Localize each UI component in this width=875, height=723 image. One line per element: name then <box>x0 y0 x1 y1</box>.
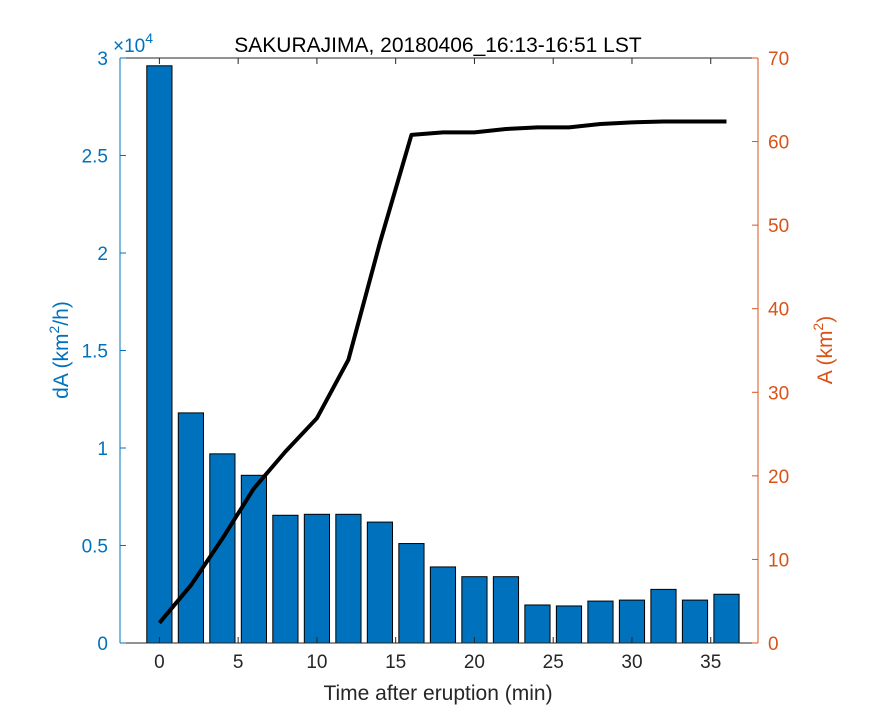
x-axis-label: Time after eruption (min) <box>323 682 552 705</box>
bar-8 <box>398 543 425 644</box>
left-axis-label-suffix: /h) <box>50 301 73 326</box>
x-tick-label-3: 15 <box>385 652 406 673</box>
right-axis-label-sup: 2 <box>810 323 826 331</box>
bar-14 <box>587 600 614 644</box>
bar-12 <box>524 604 551 644</box>
bar-9 <box>429 566 457 644</box>
right-tick-label-1: 10 <box>768 550 789 571</box>
x-tick-label-6: 30 <box>621 652 642 673</box>
bar-15 <box>618 599 646 644</box>
left-tick-label-2: 1 <box>97 439 108 460</box>
right-axis-label-suffix: ) <box>814 316 837 323</box>
bar-10 <box>461 576 488 644</box>
exponent-base: ×10 <box>113 36 145 57</box>
bar-6 <box>335 513 362 644</box>
bar-17 <box>681 599 709 644</box>
bar-18 <box>713 593 740 644</box>
chart-title: SAKURAJIMA, 20180406_16:13-16:51 LST <box>234 34 642 57</box>
bar-16 <box>650 588 677 644</box>
left-tick-label-1: 0.5 <box>82 537 108 558</box>
x-axis-ticks: 0 5 10 15 20 25 30 35 <box>154 58 721 673</box>
right-tick-label-0: 0 <box>768 634 779 655</box>
right-tick-label-5: 50 <box>768 216 789 237</box>
left-axis-ticks: 0 0.5 1 1.5 2 2.5 3 <box>82 49 126 655</box>
right-tick-label-3: 30 <box>768 383 789 404</box>
left-axis-label-prefix: dA (km <box>50 333 73 398</box>
left-axis-exponent: ×104 <box>113 30 153 57</box>
exponent-power: 4 <box>145 30 153 46</box>
left-tick-label-5: 2.5 <box>82 147 108 168</box>
bar-7 <box>366 521 394 644</box>
x-tick-label-7: 35 <box>700 652 721 673</box>
left-tick-label-3: 1.5 <box>82 342 108 363</box>
bar-5 <box>303 513 331 644</box>
bar-0 <box>146 65 173 644</box>
x-tick-label-5: 25 <box>543 652 564 673</box>
left-tick-label-0: 0 <box>97 634 108 655</box>
right-tick-label-7: 70 <box>768 49 789 70</box>
left-axis-label-sup: 2 <box>46 325 62 333</box>
right-tick-label-2: 20 <box>768 467 789 488</box>
right-axis-ticks: 0 10 20 30 40 50 60 70 <box>752 49 789 655</box>
x-tick-label-0: 0 <box>154 652 165 673</box>
bar-1 <box>177 412 204 644</box>
bar-11 <box>492 576 520 644</box>
x-tick-label-4: 20 <box>464 652 485 673</box>
x-tick-label-2: 10 <box>306 652 327 673</box>
right-tick-label-6: 60 <box>768 133 789 154</box>
bar-13 <box>555 605 583 644</box>
bar-group <box>146 65 740 644</box>
x-tick-label-1: 5 <box>233 652 244 673</box>
right-axis-label-prefix: A (km <box>814 331 837 385</box>
left-axis-label: dA (km2/h) <box>46 301 73 399</box>
right-axis-label: A (km2) <box>810 316 837 384</box>
right-tick-label-4: 40 <box>768 300 789 321</box>
line-series-group <box>157 119 727 625</box>
area-line <box>157 119 727 625</box>
bar-4 <box>272 514 299 644</box>
left-tick-label-6: 3 <box>97 49 108 70</box>
left-tick-label-4: 2 <box>97 244 108 265</box>
